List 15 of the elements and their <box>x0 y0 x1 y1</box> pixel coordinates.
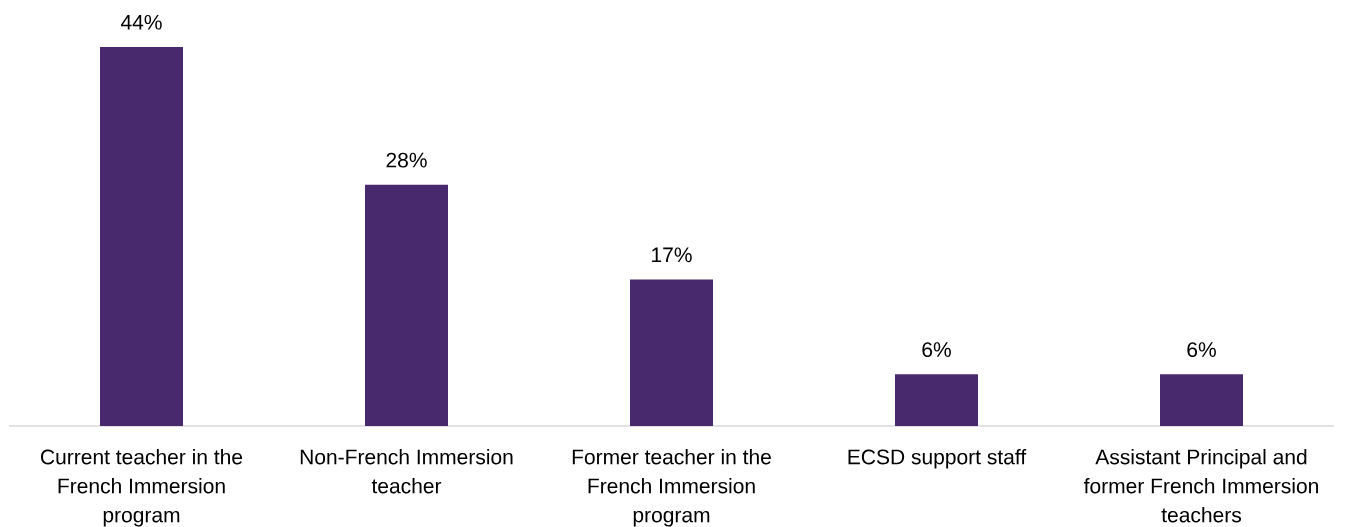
data-label: 28% <box>386 152 427 168</box>
x-tick-label: Current teacher in the French Immersion program <box>41 448 243 527</box>
x-tick-label: Former teacher in the French Immersion program <box>572 448 771 527</box>
bar <box>1160 374 1243 426</box>
data-label: 6% <box>922 342 951 358</box>
data-label: 17% <box>652 247 692 263</box>
x-tick-label: Assistant Principal and former French Immersion teachers <box>1083 448 1318 523</box>
x-tick-label: ECSD support staff <box>848 449 1027 469</box>
data-label: 44% <box>120 14 162 30</box>
data-label: 6% <box>1187 342 1216 358</box>
bar <box>365 184 448 426</box>
bar <box>895 374 978 426</box>
bar <box>100 47 183 426</box>
x-tick-label: Non-French Immersion teacher <box>300 448 513 494</box>
bar <box>630 279 713 426</box>
